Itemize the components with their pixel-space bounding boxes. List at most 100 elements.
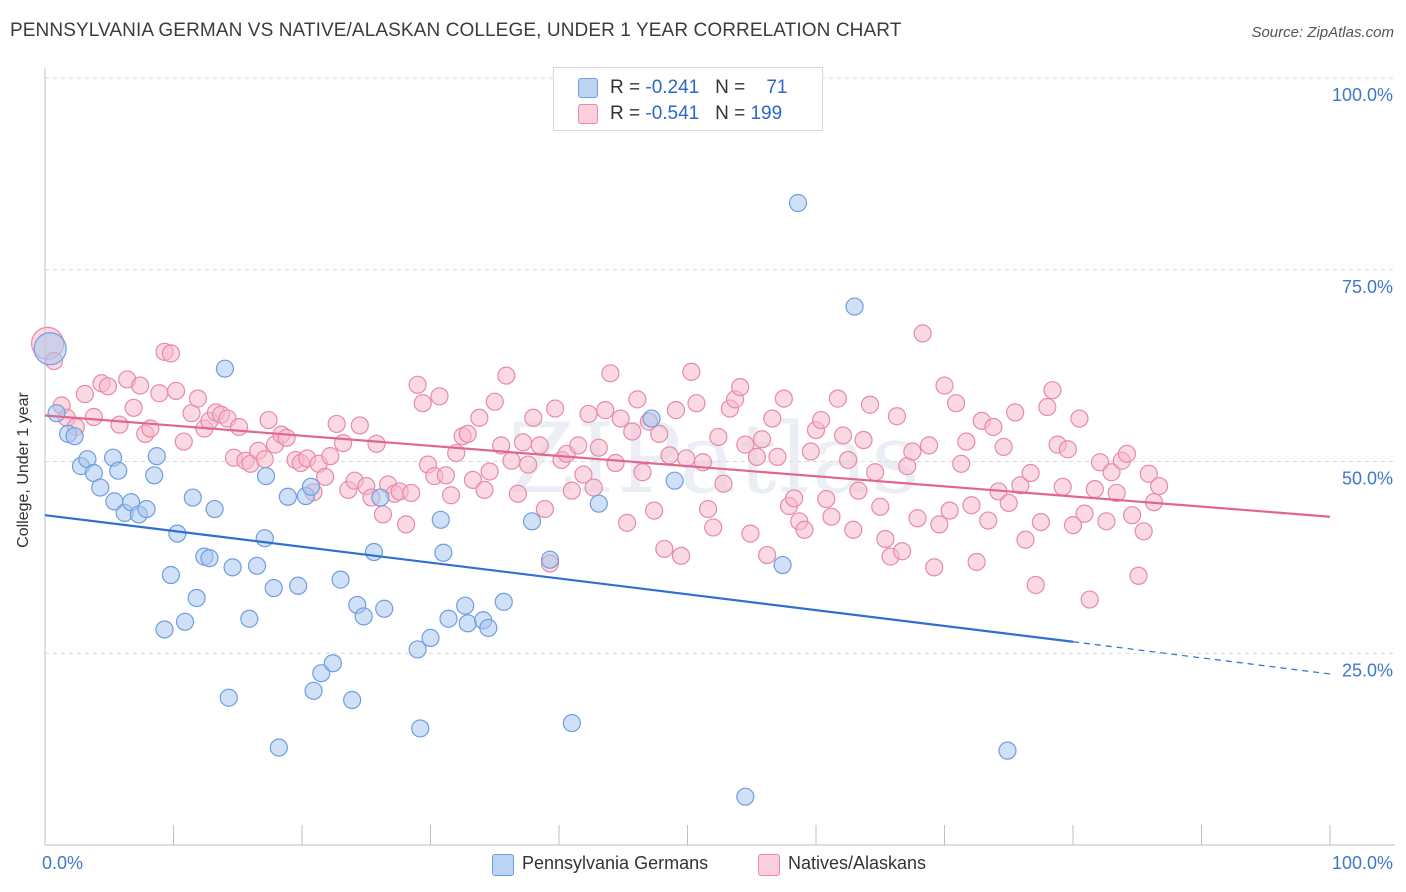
data-point-pennsylvania-germans	[145, 466, 164, 485]
data-point-natives-alaskans	[1139, 464, 1158, 483]
data-point-natives-alaskans	[812, 410, 831, 430]
data-point-pennsylvania-germans	[431, 510, 450, 529]
data-point-natives-alaskans	[698, 499, 718, 519]
data-point-pennsylvania-germans	[323, 654, 342, 673]
data-point-natives-alaskans	[130, 376, 150, 395]
data-point-natives-alaskans	[714, 474, 733, 493]
data-point-natives-alaskans	[660, 446, 679, 465]
data-point-natives-alaskans	[463, 470, 483, 490]
data-point-natives-alaskans	[940, 501, 959, 520]
data-point-natives-alaskans	[628, 390, 647, 409]
data-point-pennsylvania-germans	[289, 576, 308, 595]
data-point-natives-alaskans	[502, 451, 521, 470]
data-point-natives-alaskans	[908, 509, 927, 528]
data-point-pennsylvania-germans	[175, 612, 195, 631]
data-point-natives-alaskans	[606, 453, 625, 473]
data-point-natives-alaskans	[327, 414, 346, 434]
data-point-natives-alaskans	[925, 558, 944, 577]
data-point-pennsylvania-germans	[65, 427, 84, 446]
x-tick-label: 100.0%	[1332, 853, 1393, 873]
data-point-natives-alaskans	[666, 401, 686, 420]
data-point-natives-alaskans	[1149, 476, 1169, 496]
grid	[45, 77, 1395, 654]
y-axis-label: College, Under 1 year	[15, 392, 32, 548]
data-point-pennsylvania-germans	[845, 297, 864, 316]
data-point-pennsylvania-germans	[439, 609, 458, 628]
data-point-pennsylvania-germans	[522, 512, 542, 531]
data-point-natives-alaskans	[589, 438, 608, 457]
data-point-natives-alaskans	[497, 366, 516, 385]
data-point-pennsylvania-germans	[788, 193, 808, 213]
chart-title: PENNSYLVANIA GERMAN VS NATIVE/ALASKAN CO…	[10, 20, 902, 41]
r-label: R =	[610, 77, 646, 98]
data-point-natives-alaskans	[644, 501, 664, 520]
legend-label: Natives/Alaskans	[788, 853, 927, 873]
n-label: N =	[715, 103, 751, 124]
data-point-natives-alaskans	[596, 401, 615, 420]
data-point-natives-alaskans	[1097, 512, 1116, 531]
data-point-natives-alaskans	[731, 378, 750, 397]
data-point-natives-alaskans	[350, 416, 369, 435]
data-point-pennsylvania-germans	[456, 596, 475, 615]
data-point-natives-alaskans	[124, 398, 143, 417]
data-point-pennsylvania-germans	[147, 447, 166, 466]
data-point-natives-alaskans	[480, 462, 499, 481]
data-point-natives-alaskans	[413, 394, 432, 413]
data-point-natives-alaskans	[1026, 575, 1045, 595]
data-point-natives-alaskans	[98, 377, 118, 396]
tick-labels: 100.0% 75.0% 50.0% 25.0% 0.0% 100.0%	[42, 85, 1393, 873]
data-point-natives-alaskans	[919, 436, 939, 455]
data-point-natives-alaskans	[611, 409, 630, 428]
data-point-natives-alaskans	[546, 399, 565, 418]
data-point-natives-alaskans	[1134, 522, 1153, 541]
data-point-natives-alaskans	[828, 389, 847, 408]
data-point-natives-alaskans	[574, 465, 593, 484]
data-point-natives-alaskans	[1070, 409, 1089, 428]
data-point-natives-alaskans	[174, 432, 193, 451]
data-point-natives-alaskans	[704, 518, 723, 537]
data-point-pennsylvania-germans	[200, 549, 219, 568]
data-point-pennsylvania-germans	[479, 618, 498, 638]
data-point-pennsylvania-germans	[215, 359, 234, 378]
data-point-pennsylvania-germans	[665, 471, 684, 490]
data-point-natives-alaskans	[524, 408, 543, 427]
data-point-natives-alaskans	[1075, 504, 1094, 523]
data-point-natives-alaskans	[1107, 483, 1126, 503]
data-point-natives-alaskans	[229, 417, 249, 437]
data-point-pennsylvania-germans	[371, 488, 390, 507]
data-point-natives-alaskans	[535, 499, 554, 519]
source-label: Source: ZipAtlas.com	[1251, 24, 1394, 41]
data-point-natives-alaskans	[166, 381, 186, 401]
data-point-pennsylvania-germans	[421, 628, 440, 648]
trend-line-pink	[44, 414, 1331, 518]
data-point-natives-alaskans	[1063, 516, 1083, 535]
data-point-natives-alaskans	[758, 545, 777, 565]
data-point-natives-alaskans	[475, 480, 494, 499]
data-point-natives-alaskans	[1129, 566, 1148, 585]
data-point-natives-alaskans	[1011, 476, 1030, 495]
data-point-natives-alaskans	[741, 524, 760, 543]
data-point-pennsylvania-germans	[183, 488, 202, 507]
legend-swatch-blue	[492, 854, 514, 876]
data-point-natives-alaskans	[822, 507, 841, 526]
data-point-natives-alaskans	[913, 324, 932, 343]
data-point-natives-alaskans	[430, 387, 449, 406]
data-point-natives-alaskans	[979, 511, 998, 530]
data-point-natives-alaskans	[188, 389, 208, 408]
data-point-natives-alaskans	[892, 542, 912, 561]
data-point-pennsylvania-germans	[434, 543, 453, 562]
data-point-pennsylvania-germans	[33, 332, 67, 366]
stats-legend: R = -0.241 N = 71 R = -0.541 N = 199	[553, 67, 823, 131]
data-point-pennsylvania-germans	[458, 614, 477, 633]
trend-lines	[44, 414, 1331, 675]
x-tick-label: 0.0%	[42, 853, 83, 873]
data-point-natives-alaskans	[1080, 590, 1099, 609]
data-point-pennsylvania-germans	[736, 787, 755, 806]
y-tick-label: 25.0%	[1342, 660, 1393, 680]
data-point-natives-alaskans	[402, 483, 421, 503]
legend-swatch-blue	[578, 78, 598, 98]
data-point-pennsylvania-germans	[137, 499, 156, 519]
y-tick-label: 75.0%	[1342, 277, 1393, 297]
legend-swatch-pink	[578, 104, 598, 124]
data-point-natives-alaskans	[752, 430, 772, 449]
